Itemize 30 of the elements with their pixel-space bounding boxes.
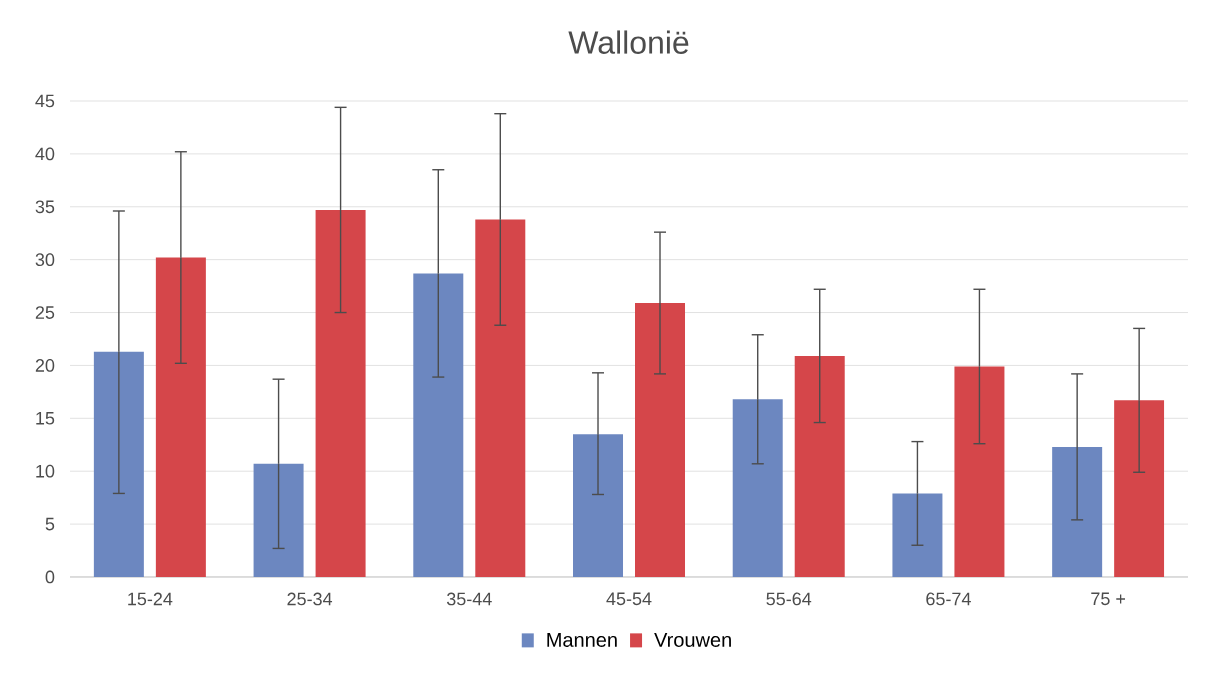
y-tick-label: 10 xyxy=(36,464,55,478)
legend-label: Mannen xyxy=(547,632,617,647)
y-tick-label: 45 xyxy=(35,94,55,108)
chart-title: Wallonië xyxy=(568,30,689,54)
bar xyxy=(954,366,1005,577)
x-tick-label: 55-64 xyxy=(766,592,812,606)
bar xyxy=(475,219,526,577)
bar xyxy=(573,434,624,577)
x-tick-label: 25-34 xyxy=(287,592,333,606)
y-tick-label: 15 xyxy=(36,412,55,425)
bar xyxy=(635,303,686,577)
bar xyxy=(794,355,845,577)
bar xyxy=(1114,400,1165,577)
bar xyxy=(315,209,366,577)
bar xyxy=(732,399,783,577)
x-tick-label: 45-54 xyxy=(606,592,652,606)
y-tick-label: 20 xyxy=(35,359,55,372)
x-tick-label: 75 + xyxy=(1091,592,1126,606)
y-tick-label: 30 xyxy=(35,253,55,267)
x-tick-label: 35-44 xyxy=(446,592,492,606)
bar xyxy=(155,257,206,577)
x-tick-label: 65-74 xyxy=(926,592,971,606)
x-tick-label: 15-24 xyxy=(128,592,173,606)
y-tick-label: 25 xyxy=(35,306,55,319)
y-tick-label: 40 xyxy=(35,147,55,161)
y-tick-label: 0 xyxy=(45,570,55,584)
y-tick-label: 35 xyxy=(35,200,55,214)
legend-label: Vrouwen xyxy=(654,632,731,647)
y-tick-label: 5 xyxy=(45,517,55,531)
bar xyxy=(413,273,464,577)
